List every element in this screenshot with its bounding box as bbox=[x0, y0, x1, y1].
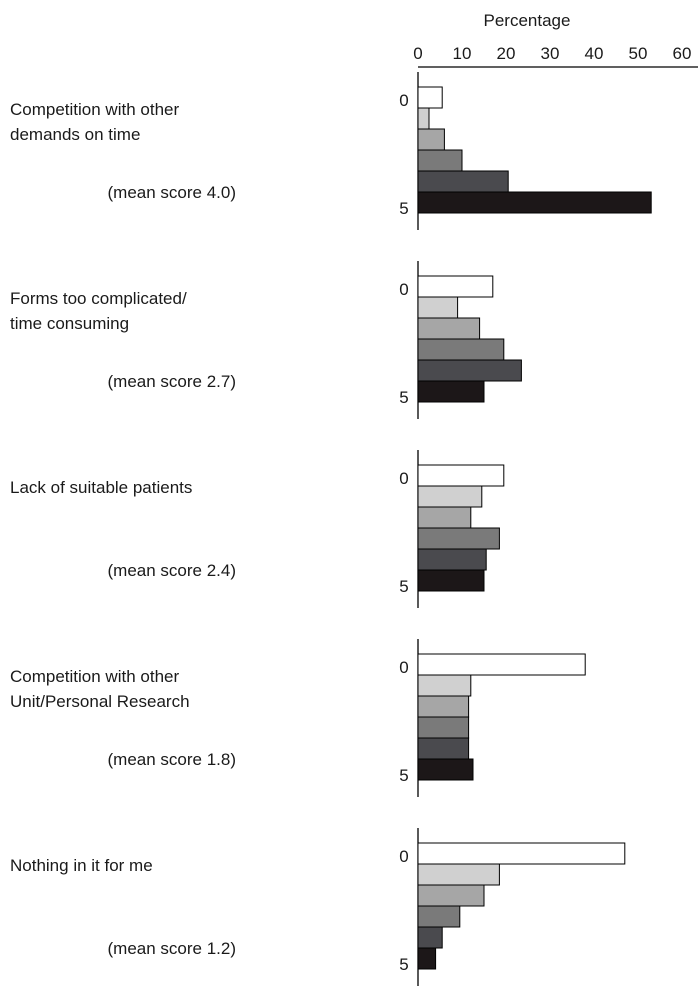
mean-score-label: (mean score 1.8) bbox=[108, 750, 237, 769]
score-label-5: 5 bbox=[399, 577, 408, 596]
bar-score-3 bbox=[417, 716, 470, 739]
bar-score-1 bbox=[417, 674, 472, 697]
bar-score-2 bbox=[417, 506, 472, 529]
mean-score-label: (mean score 1.2) bbox=[108, 939, 237, 958]
x-tick-label: 0 bbox=[413, 44, 422, 63]
x-tick-label: 30 bbox=[541, 44, 560, 63]
bar-score-5 bbox=[417, 380, 485, 403]
category-label: Lack of suitable patients bbox=[10, 478, 192, 497]
category-label: Competition with other bbox=[10, 667, 179, 686]
bar-score-4 bbox=[417, 170, 509, 193]
bar-score-5 bbox=[417, 947, 437, 970]
bar-score-0 bbox=[417, 653, 586, 676]
panels: Competition with other demands on time (me… bbox=[10, 72, 652, 986]
bar-score-2 bbox=[417, 128, 445, 151]
category-label: Forms too complicated/ bbox=[10, 289, 187, 308]
bar-score-4 bbox=[417, 737, 470, 760]
bar-score-5 bbox=[417, 569, 485, 592]
top-percentage-axis: Percentage 0 10 20 30 40 50 60 bbox=[413, 11, 698, 68]
bar-score-0 bbox=[417, 842, 626, 865]
mean-score-label: (mean score 4.0) bbox=[108, 183, 237, 202]
panel: Competition with other Unit/Personal Rese… bbox=[10, 639, 586, 797]
mean-score-label: (mean score 2.7) bbox=[108, 372, 237, 391]
x-tick-label: 50 bbox=[629, 44, 648, 63]
bar-score-3 bbox=[417, 338, 505, 361]
x-tick-label: 40 bbox=[585, 44, 604, 63]
panel: Lack of suitable patients (mean score 2.4… bbox=[10, 450, 505, 608]
score-label-0: 0 bbox=[399, 280, 408, 299]
x-tick-label: 10 bbox=[453, 44, 472, 63]
bar-score-3 bbox=[417, 905, 461, 928]
x-axis-title: Percentage bbox=[484, 11, 571, 30]
mean-score-label: (mean score 2.4) bbox=[108, 561, 237, 580]
bar-score-2 bbox=[417, 884, 485, 907]
bar-score-2 bbox=[417, 317, 481, 340]
bar-score-5 bbox=[417, 191, 652, 214]
bar-score-5 bbox=[417, 758, 474, 781]
bar-score-1 bbox=[417, 485, 483, 508]
score-label-5: 5 bbox=[399, 766, 408, 785]
bar-score-3 bbox=[417, 527, 500, 550]
category-label: time consuming bbox=[10, 314, 129, 333]
bar-score-4 bbox=[417, 926, 443, 949]
category-label: Competition with other bbox=[10, 100, 179, 119]
panel: Nothing in it for me (mean score 1.2) 0 5 bbox=[10, 828, 626, 986]
bar-score-0 bbox=[417, 464, 505, 487]
x-tick-label: 20 bbox=[497, 44, 516, 63]
bar-score-1 bbox=[417, 296, 459, 319]
score-label-5: 5 bbox=[399, 388, 408, 407]
score-label-0: 0 bbox=[399, 847, 408, 866]
bar-score-3 bbox=[417, 149, 463, 172]
score-label-0: 0 bbox=[399, 91, 408, 110]
bar-score-4 bbox=[417, 359, 522, 382]
category-label: Nothing in it for me bbox=[10, 856, 153, 875]
score-label-5: 5 bbox=[399, 199, 408, 218]
category-label: demands on time bbox=[10, 125, 140, 144]
bar-score-1 bbox=[417, 107, 430, 130]
bar-score-0 bbox=[417, 275, 494, 298]
score-label-0: 0 bbox=[399, 658, 408, 677]
panel: Forms too complicated/time consuming (mea… bbox=[10, 261, 522, 419]
bar-score-1 bbox=[417, 863, 500, 886]
bar-score-4 bbox=[417, 548, 487, 571]
x-tick-label: 60 bbox=[673, 44, 692, 63]
category-label: Unit/Personal Research bbox=[10, 692, 190, 711]
score-label-0: 0 bbox=[399, 469, 408, 488]
panel: Competition with other demands on time (me… bbox=[10, 72, 652, 230]
score-label-5: 5 bbox=[399, 955, 408, 974]
bar-score-2 bbox=[417, 695, 470, 718]
bar-score-0 bbox=[417, 86, 443, 109]
